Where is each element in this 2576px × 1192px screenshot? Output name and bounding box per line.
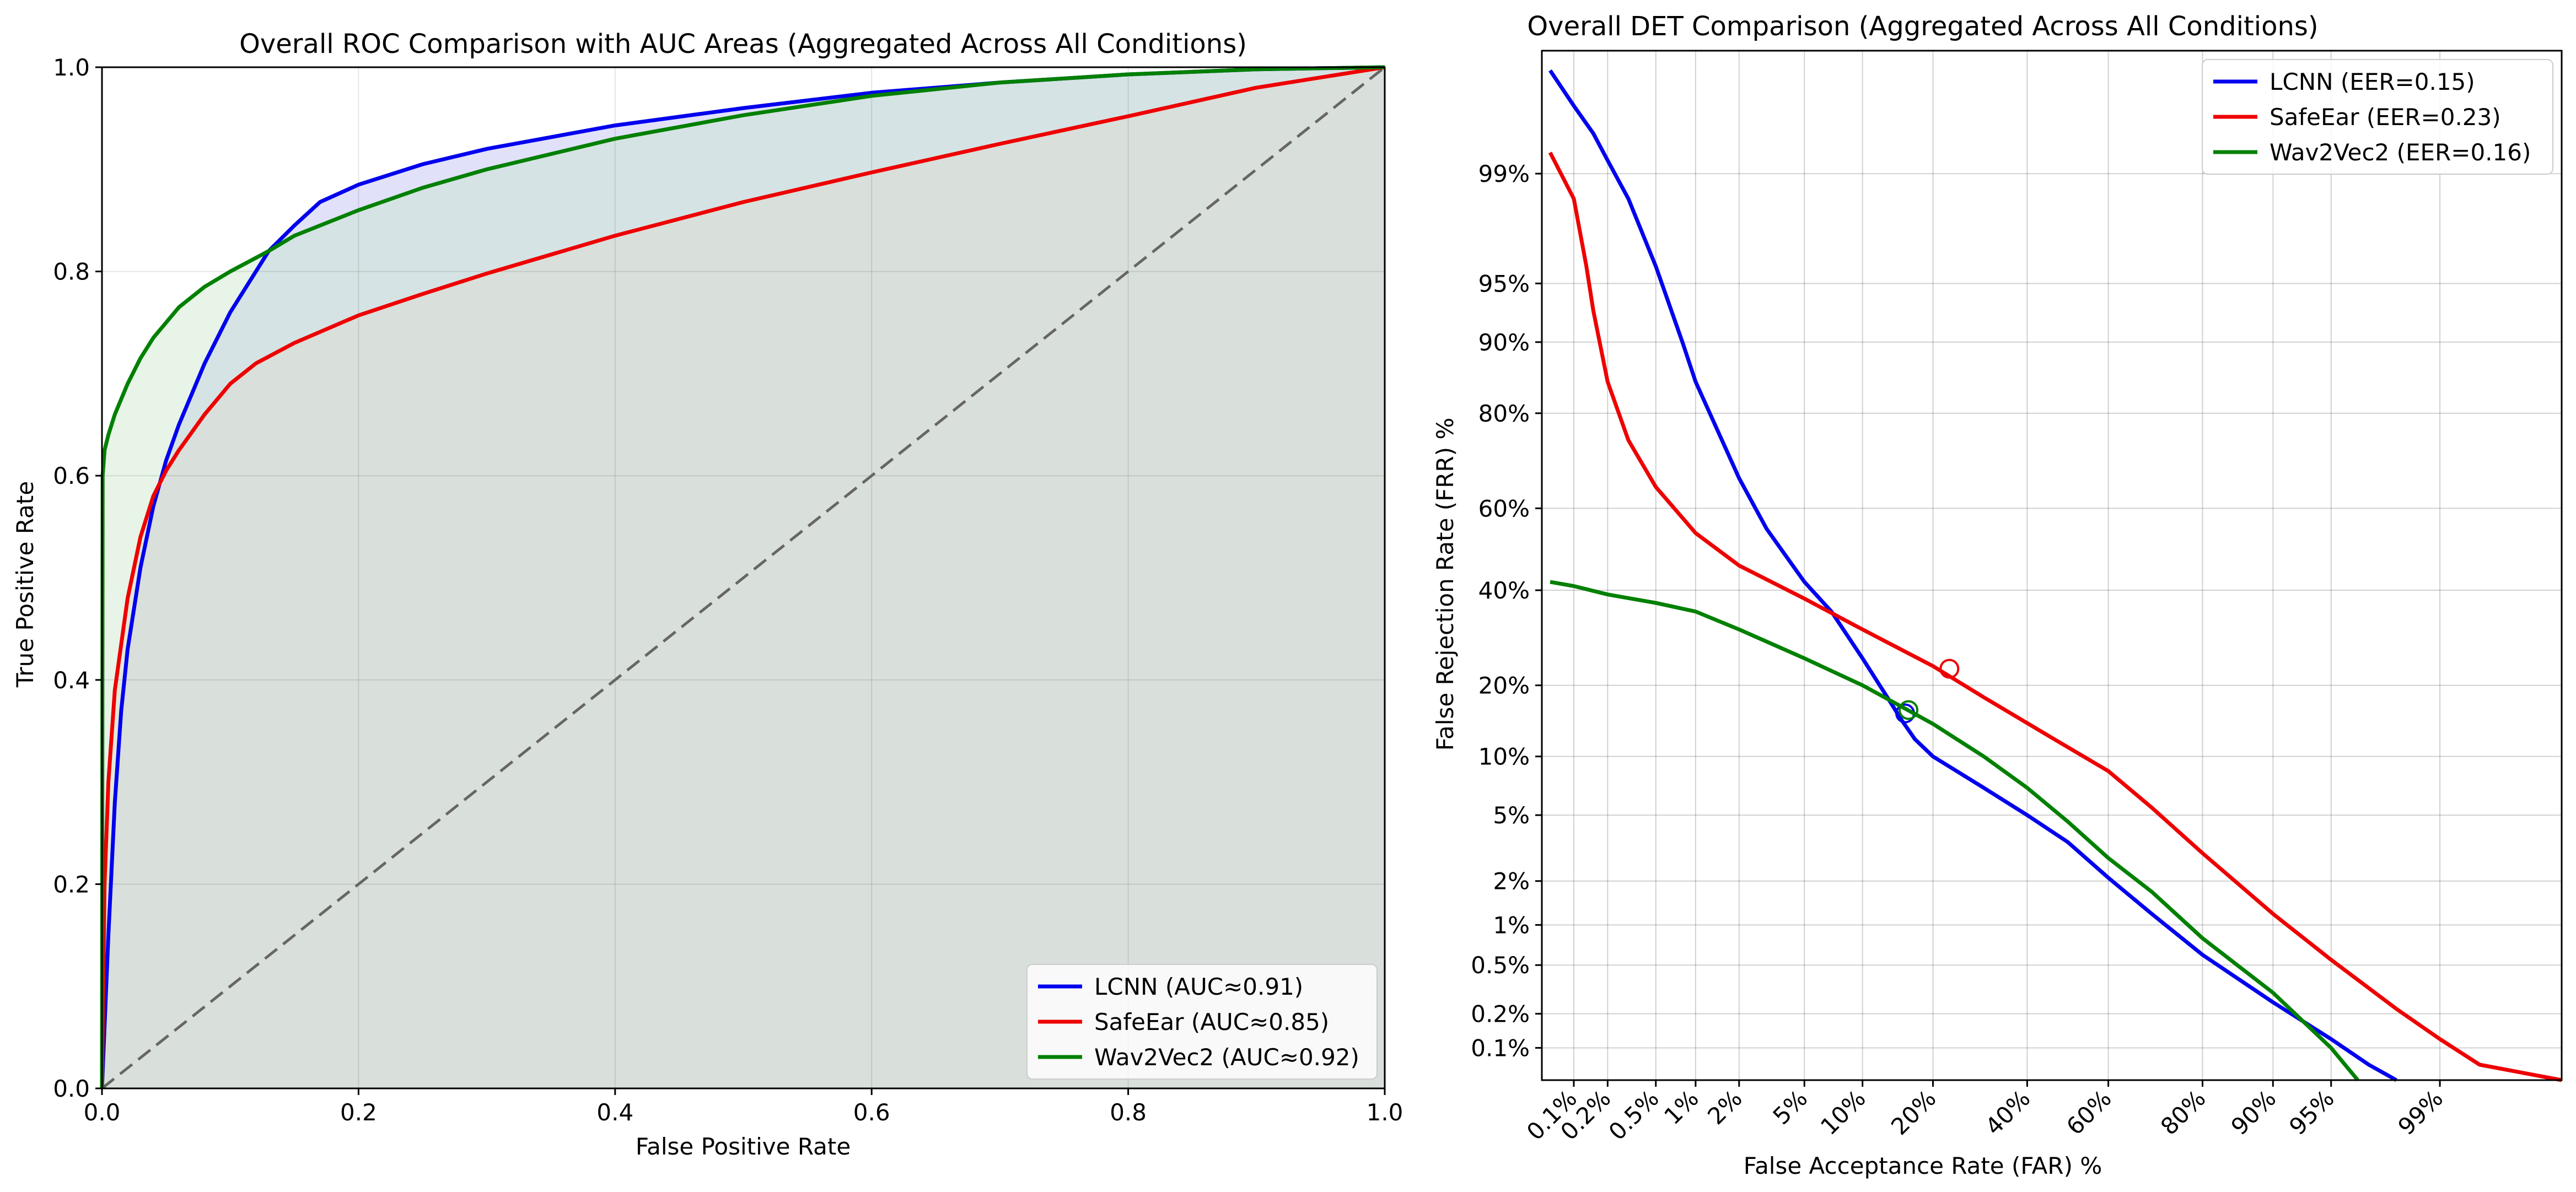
det-panel: Overall DET Comparison (Aggregated Acros… [1432,11,2563,1179]
roc-x-tick-label: 1.0 [1367,1099,1403,1126]
roc-chance-line [101,66,1386,1089]
det-y-tick-label: 99% [1478,160,1530,187]
det-y-tick-label: 0.5% [1471,952,1530,979]
roc-x-tick-label: 0.2 [340,1099,377,1126]
roc-line-1 [100,65,1385,1089]
det-xlabel: False Acceptance Rate (FAR) % [1744,1152,2102,1179]
det-legend-box [2202,59,2553,175]
det-x-tick-label: 80% [2155,1085,2211,1140]
roc-y-tick-label: 0.4 [53,667,90,694]
roc-xlabel: False Positive Rate [636,1133,851,1160]
det-plot-frame [1541,50,2563,1081]
det-y-tick-label: 20% [1478,672,1530,699]
det-x-tick-label: 1% [1659,1085,1704,1130]
roc-y-tick-label: 0.2 [53,871,90,898]
det-eer-marker-2 [1899,700,1919,720]
roc-y-tick-label: 0.6 [53,462,90,489]
roc-line-0 [100,65,1385,1089]
det-x-tick-label: 90% [2226,1085,2282,1140]
roc-panel: Overall ROC Comparison with AUC Areas (A… [12,29,1403,1160]
roc-x-tick-label: 0.8 [1110,1099,1147,1126]
roc-y-tick-label: 1.0 [53,54,90,81]
roc-legend-label-1: SafeEar (AUC≈0.85) [1094,1008,1329,1035]
det-line-2 [1550,580,2359,1082]
det-y-tick-label: 2% [1493,868,1530,895]
roc-title: Overall ROC Comparison with AUC Areas (A… [239,29,1247,60]
roc-legend-label-0: LCNN (AUC≈0.91) [1094,973,1303,1000]
roc-legend-box [1026,964,1378,1080]
det-legend-label-2: Wav2Vec2 (EER=0.16) [2270,139,2531,166]
det-legend: LCNN (EER=0.15) SafeEar (EER=0.23) Wav2Vec… [2202,59,2553,175]
det-legend-label-1: SafeEar (EER=0.23) [2270,104,2501,131]
det-legend-label-0: LCNN (EER=0.15) [2270,68,2475,95]
det-line-0 [1548,69,2397,1082]
roc-legend-label-2: Wav2Vec2 (AUC≈0.92) [1094,1044,1359,1071]
det-y-tick-label: 40% [1478,577,1530,604]
det-y-tick-label: 95% [1478,270,1530,297]
det-y-tick-label: 1% [1493,911,1530,939]
det-x-tick-label: 0.5% [1604,1085,1664,1145]
det-y-tick-label: 80% [1478,400,1530,427]
det-y-tick-label: 5% [1493,802,1530,829]
det-grid [1542,51,2562,1080]
roc-x-tick-label: 0.0 [84,1099,121,1126]
det-x-tick-label: 99% [2392,1085,2448,1140]
det-curves [1548,69,2562,1082]
roc-y-tick-label: 0.8 [53,258,90,285]
det-x-tick-label: 5% [1768,1085,1813,1130]
det-x-tick-label: 2% [1702,1085,1747,1130]
roc-x-tick-label: 0.4 [596,1099,633,1126]
det-ylabel: False Rejection Rate (FRR) % [1432,418,1459,751]
det-y-tick-label: 90% [1478,329,1530,356]
det-y-tick-label: 0.1% [1471,1034,1530,1061]
det-x-tick-label: 95% [2284,1085,2340,1140]
roc-curves [100,65,1385,1089]
det-x-tick-label: 40% [1980,1085,2036,1140]
det-title: Overall DET Comparison (Aggregated Acros… [1527,11,2318,42]
det-line-1 [1548,152,2562,1082]
det-x-tick-label: 10% [1815,1085,1871,1140]
roc-ticks: 0.0 0.2 0.4 0.6 0.8 1.0 0.0 0.2 0.4 0.6 0.8 1.0 [53,54,1403,1126]
det-x-tick-label: 60% [2061,1085,2117,1140]
roc-legend: LCNN (AUC≈0.91) SafeEar (AUC≈0.85) Wav2Vec… [1026,964,1378,1080]
roc-y-tick-label: 0.0 [53,1075,90,1102]
roc-ylabel: True Positive Rate [12,481,39,688]
det-y-tick-label: 60% [1478,495,1530,522]
det-y-tick-label: 10% [1478,743,1530,770]
det-y-tick-label: 0.2% [1471,1001,1530,1028]
roc-x-tick-label: 0.6 [853,1099,890,1126]
roc-plot-frame [101,66,1386,1089]
det-eer-marker-1 [1939,659,1960,679]
det-x-tick-label: 20% [1886,1085,1942,1140]
det-ticks: 0.1%0.1%0.2%0.2%0.5%0.5%1%1%2%2%5%5%10%1… [1471,160,2448,1145]
roc-line-2 [100,65,1385,1089]
